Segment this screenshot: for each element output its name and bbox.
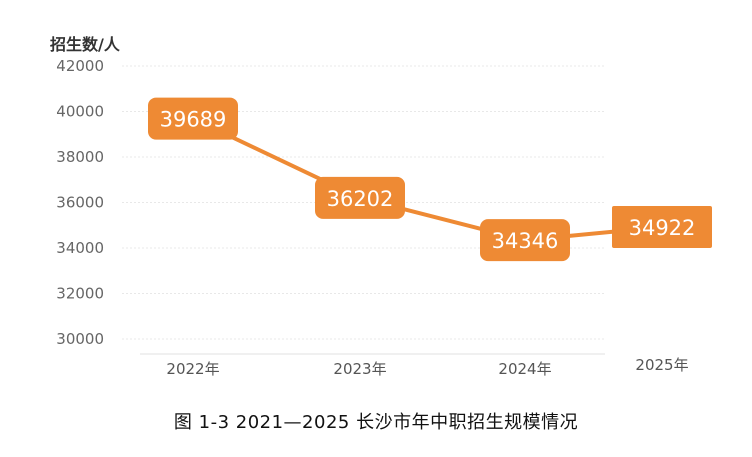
x-tick-label: 2022年 (166, 360, 219, 378)
y-tick-label: 38000 (56, 148, 104, 166)
figure-caption: 图 1-3 2021—2025 长沙市年中职招生规模情况 (173, 412, 579, 433)
data-label-box (480, 219, 570, 262)
x-tick-label: 2023年 (333, 360, 386, 378)
data-label-box (148, 97, 238, 140)
series-line (191, 116, 664, 243)
y-tick-label: 34000 (56, 239, 104, 257)
data-label: 34346 (492, 229, 559, 253)
chart: 招生数/人 30000 32000 34000 36000 38000 40000 4200… (50, 35, 712, 378)
y-tick-label: 32000 (56, 285, 104, 303)
y-tick-label: 36000 (56, 194, 104, 212)
data-label: 39689 (160, 108, 227, 132)
data-label-box (612, 206, 712, 249)
y-tick-label: 30000 (56, 330, 104, 348)
x-tick-label: 2025年 (635, 356, 688, 374)
data-label-box (315, 176, 405, 219)
data-label: 34922 (629, 216, 696, 240)
chart-svg: 30000 32000 34000 36000 38000 40000 42000 2022年… (56, 57, 712, 378)
y-tick-label: 42000 (56, 57, 104, 75)
y-axis-label: 招生数/人 (50, 35, 120, 54)
x-tick-label: 2024年 (498, 360, 551, 378)
data-label: 36202 (327, 187, 394, 211)
y-tick-label: 40000 (56, 103, 104, 121)
